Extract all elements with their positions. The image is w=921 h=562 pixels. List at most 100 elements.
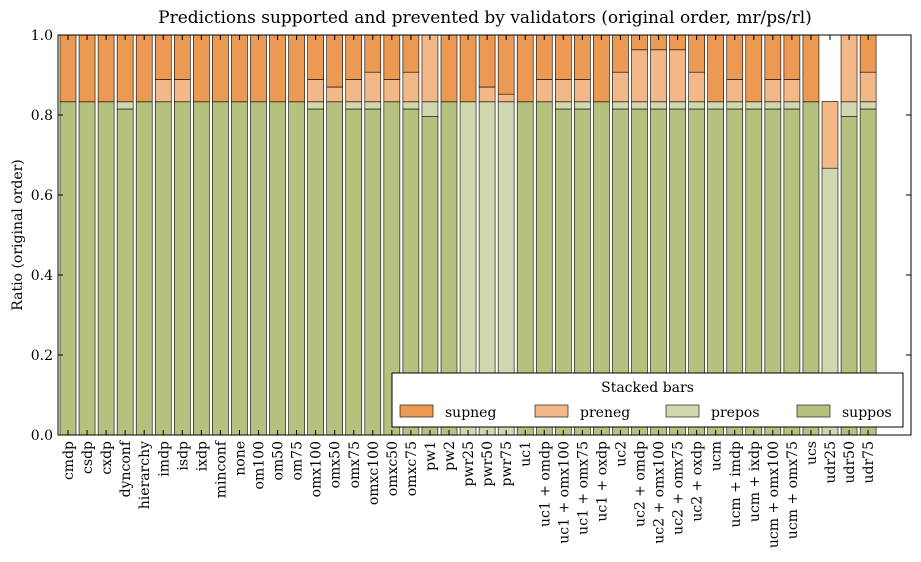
bar-prepos-pw1 <box>421 101 439 117</box>
bar-preneg-udr50 <box>840 34 858 103</box>
x-tick-label: uc2 + oxdp <box>690 441 706 522</box>
bar-prepos-ucm-omx100 <box>764 101 782 110</box>
bar-supneg-ucm-omx100 <box>764 34 782 80</box>
x-tick-label: udr25 <box>823 441 839 484</box>
bar-preneg-uc2-omx100 <box>650 49 667 103</box>
x-tick-label: isdp <box>175 441 191 471</box>
bar-supneg-omx100 <box>307 34 324 80</box>
bar-prepos-uc2 <box>612 101 629 110</box>
bar-preneg-udr75 <box>859 71 877 103</box>
x-tick-label: omx50 <box>328 441 344 488</box>
bar-preneg-omxc100 <box>364 71 382 103</box>
bar-supneg-om75 <box>288 34 305 103</box>
bar-preneg-imdp <box>154 79 172 103</box>
x-tick-label: uc1 + omx75 <box>575 441 591 535</box>
x-tick-label: ucm <box>709 441 725 471</box>
x-tick-label: ixdp <box>194 441 210 471</box>
bar-prepos-omxc75 <box>402 101 420 110</box>
bar-suppos-omx75 <box>345 108 363 436</box>
x-tick-label: uc2 + omdp <box>633 441 649 527</box>
bar-suppos-csdp <box>78 101 96 436</box>
x-tick-label: omxc50 <box>385 441 401 496</box>
bar-supneg-pwr75 <box>497 34 515 95</box>
bar-supneg-om100 <box>250 34 267 103</box>
bar-prepos-omx75 <box>345 101 363 110</box>
legend-title: Stacked bars <box>601 380 694 396</box>
bar-preneg-ucm-omx100 <box>764 79 782 103</box>
bar-prepos-uc2-omdp <box>631 101 648 110</box>
bar-suppos-imdp <box>154 101 172 436</box>
bar-preneg-pwr75 <box>497 93 515 103</box>
bar-supneg-cxdp <box>97 34 115 103</box>
bar-preneg-pw1 <box>421 34 439 103</box>
x-tick-label: csdp <box>80 441 96 474</box>
bar-preneg-uc2-omx75 <box>669 49 686 103</box>
bar-supneg-pw2 <box>440 34 458 103</box>
legend: Stacked bars supneg preneg prepos suppos <box>391 372 904 428</box>
bar-preneg-pwr50 <box>478 86 496 103</box>
bar-suppos-cxdp <box>97 101 115 436</box>
x-tick-label: omxc100 <box>366 441 382 505</box>
bar-suppos-omx100 <box>307 108 324 436</box>
x-tick-label: pwr25 <box>461 441 477 486</box>
bar-suppos-dynconf <box>116 108 134 436</box>
bar-supneg-ucm-omx75 <box>783 34 801 80</box>
bar-preneg-isdp <box>174 79 191 103</box>
bar-supneg-om50 <box>269 34 286 103</box>
bar-prepos-omx100 <box>307 101 324 110</box>
bar-supneg-uc1 <box>516 34 534 103</box>
bar-prepos-ucm-imdp <box>726 101 744 110</box>
bar-preneg-uc1-omx100 <box>554 79 572 103</box>
x-tick-label: om75 <box>290 441 306 481</box>
bar-suppos-omxc100 <box>364 108 382 436</box>
bar-supneg-uc1-omdp <box>535 34 553 80</box>
bar-preneg-omxc75 <box>402 71 420 103</box>
bar-preneg-uc2-omdp <box>631 49 648 103</box>
bar-supneg-omxc75 <box>402 34 420 73</box>
bar-prepos-uc2-oxdp <box>688 101 705 110</box>
x-tick-label: uc1 <box>518 441 534 467</box>
bar-supneg-uc2 <box>612 34 629 73</box>
bar-prepos-dynconf <box>116 101 134 110</box>
x-tick-label: imdp <box>156 441 172 477</box>
bar-preneg-ucm-omx75 <box>783 79 801 103</box>
bar-supneg-omx75 <box>345 34 363 80</box>
bar-preneg-omx75 <box>345 79 363 103</box>
bar-prepos-uc2-omx100 <box>650 101 667 110</box>
legend-swatch-preneg <box>534 404 569 418</box>
bar-prepos-udr50 <box>840 101 858 117</box>
x-tick-label: ucs <box>804 441 820 465</box>
x-tick-label: uc1 + oxdp <box>594 441 610 522</box>
x-tick-label: ucm + ixdp <box>747 441 763 522</box>
bar-prepos-ucm-omx75 <box>783 101 801 110</box>
bar-supneg-uc2-oxdp <box>688 34 705 73</box>
bar-suppos-hierarchy <box>135 101 153 436</box>
bar-suppos-om100 <box>250 101 267 436</box>
bar-suppos-none <box>231 101 248 436</box>
x-tick-label: none <box>232 441 248 476</box>
x-tick-label: udr75 <box>861 441 877 484</box>
legend-box <box>391 372 904 428</box>
y-tick-label: 1.0 <box>31 28 53 44</box>
legend-label-prepos: prepos <box>711 405 760 421</box>
legend-label-preneg: preneg <box>580 405 630 421</box>
axes-frame <box>57 34 912 436</box>
bar-suppos-cmdp <box>59 101 77 436</box>
x-tick-label: udr50 <box>842 441 858 484</box>
bar-prepos-uc1-omx100 <box>554 101 572 110</box>
legend-label-suppos: suppos <box>842 405 892 421</box>
bar-supneg-ucm-ixdp <box>745 34 763 103</box>
bar-supneg-dynconf <box>116 34 134 103</box>
bar-suppos-minconf <box>212 101 229 436</box>
bar-preneg-omx100 <box>307 79 324 103</box>
plot-area: 0.0 0.2 0.4 0.6 0.8 1.0 cmdp csdp cxdp dynconf hie… <box>31 28 912 548</box>
bar-supneg-minconf <box>212 34 229 103</box>
bar-preneg-uc2 <box>612 71 629 103</box>
legend-swatch-prepos <box>665 404 700 418</box>
x-tick-label: cxdp <box>99 441 115 475</box>
bar-supneg-pwr50 <box>478 34 496 88</box>
x-tick-label: dynconf <box>118 439 134 497</box>
bar-preneg-uc1-omx75 <box>574 79 591 103</box>
bar-supneg-imdp <box>154 34 172 80</box>
